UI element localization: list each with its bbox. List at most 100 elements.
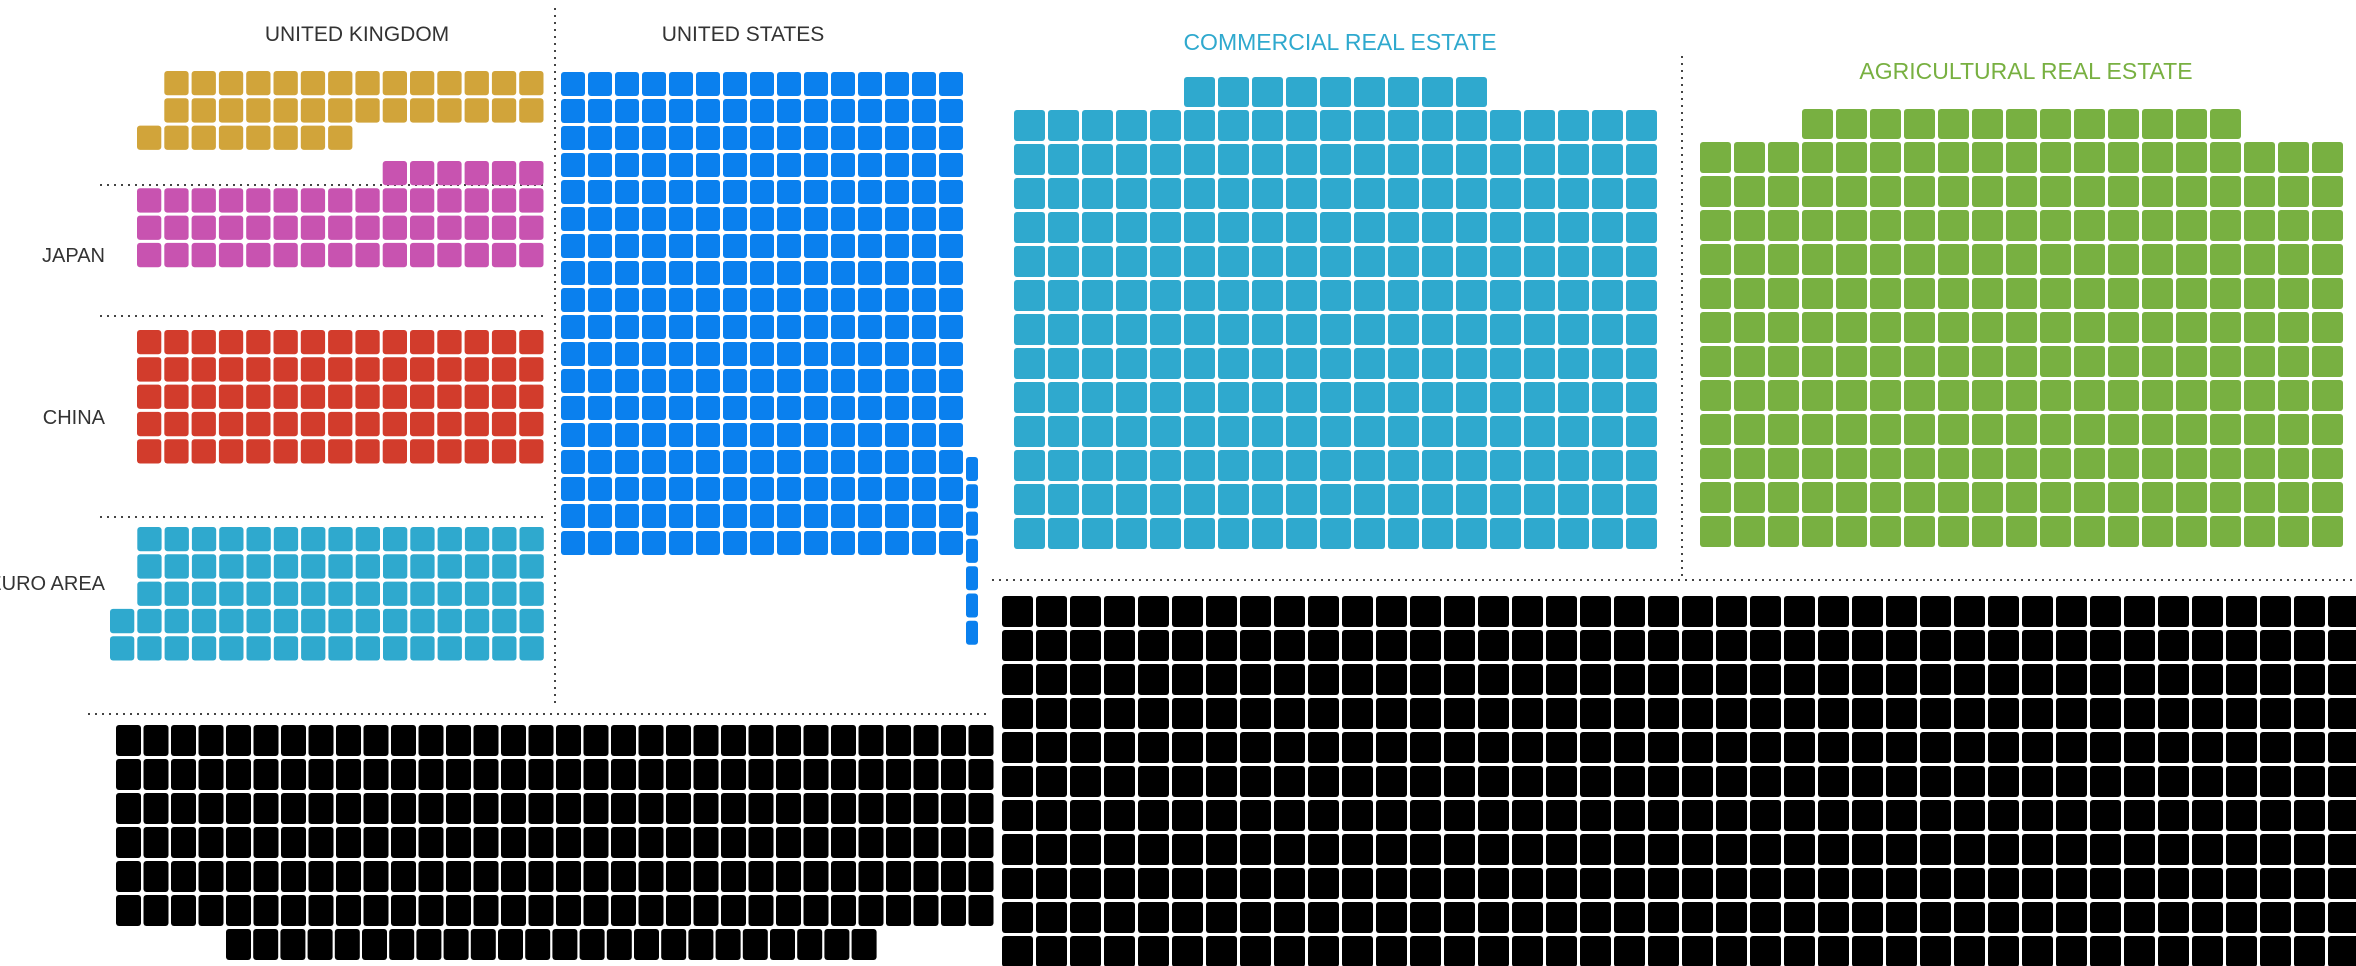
black-block-right-cell <box>1070 630 1101 661</box>
united-states-cell <box>696 288 720 312</box>
agricultural-real-estate-cell <box>1938 380 1969 411</box>
black-block-right-cell <box>1478 800 1509 831</box>
japan-cell <box>382 161 407 186</box>
japan-cell <box>491 242 517 268</box>
agricultural-real-estate-cell <box>2142 482 2173 513</box>
euro-area-cell <box>492 636 517 661</box>
united-states-cell <box>885 369 909 393</box>
agricultural-real-estate-cell <box>1972 482 2003 513</box>
commercial-real-estate-cell <box>1388 77 1419 107</box>
united-states-cell <box>723 423 747 447</box>
black-block-right-cell <box>2056 834 2087 865</box>
black-block-right-cell <box>2226 596 2257 627</box>
commercial-real-estate-cell <box>1218 144 1249 175</box>
black-block-left-cell <box>583 895 609 926</box>
euro-area-cell <box>519 554 544 579</box>
commercial-real-estate-cell <box>1320 314 1351 345</box>
commercial-real-estate-cell <box>1116 314 1147 345</box>
black-block-right-cell <box>1648 596 1679 627</box>
united-states-cell <box>831 99 855 123</box>
commercial-real-estate-cell <box>1252 382 1283 413</box>
united-states-cell <box>696 126 720 150</box>
commercial-real-estate-cell <box>1558 178 1589 209</box>
commercial-real-estate-cell <box>1524 382 1555 413</box>
united-kingdom-cell <box>355 98 380 123</box>
united-states-cell <box>750 531 774 555</box>
agricultural-real-estate-cell <box>1768 312 1799 343</box>
commercial-real-estate-cell <box>1592 450 1623 481</box>
agricultural-real-estate-cell <box>1700 414 1731 445</box>
black-block-right-cell <box>1104 630 1135 661</box>
black-block-right-cell <box>1988 732 2019 763</box>
commercial-real-estate-cell <box>1252 416 1283 447</box>
black-block-right-cell <box>1784 868 1815 899</box>
black-block-right-cell <box>1036 834 1067 865</box>
black-block-right-cell <box>2294 902 2325 933</box>
black-block-left-cell <box>501 793 526 824</box>
united-states-cell <box>912 477 936 501</box>
black-block-right-cell <box>1512 596 1543 627</box>
united-states-cell <box>642 180 666 204</box>
black-block-right-cell <box>1614 902 1645 933</box>
black-block-left-cell <box>968 725 994 756</box>
china-cell <box>437 439 462 464</box>
black-block-right-cell <box>1852 698 1883 729</box>
black-block-right-cell <box>1002 868 1033 899</box>
commercial-real-estate-cell <box>1490 246 1521 277</box>
black-block-right-cell <box>1206 936 1237 966</box>
united-states-cell <box>588 369 612 393</box>
united-states-cell <box>750 477 774 501</box>
black-block-left-cell <box>721 827 746 858</box>
japan-cell <box>355 188 380 213</box>
commercial-real-estate-cell <box>1218 110 1249 141</box>
black-block-right-cell <box>1410 902 1441 933</box>
black-block-left-cell <box>171 895 196 926</box>
united-states-cell <box>750 315 774 339</box>
black-block-right-cell <box>2158 868 2189 899</box>
commercial-real-estate-cell <box>1286 144 1317 175</box>
commercial-real-estate-cell <box>1456 450 1487 481</box>
black-block-left-cell <box>198 759 224 790</box>
black-block-right-cell <box>1750 732 1781 763</box>
agricultural-real-estate-cell <box>2210 346 2241 377</box>
united-states-cell <box>831 369 855 393</box>
black-block-right-cell <box>1240 596 1271 627</box>
united-states-cell <box>966 566 978 591</box>
united-states-cell <box>750 234 774 258</box>
black-block-left-cell <box>776 827 801 858</box>
china-cell <box>519 330 544 355</box>
agricultural-real-estate-cell <box>1768 176 1799 207</box>
commercial-real-estate-cell <box>1592 246 1623 277</box>
united-states-cell <box>615 450 639 474</box>
japan-cell <box>137 188 162 213</box>
euro-area-cell <box>301 608 326 634</box>
black-block-right-cell <box>1886 902 1917 933</box>
agricultural-real-estate-cell <box>1802 312 1833 343</box>
black-block-right-cell <box>2124 664 2155 695</box>
united-states-cell <box>561 261 585 285</box>
euro-area-cell <box>355 636 380 661</box>
united-states-cell <box>723 531 747 555</box>
united-states-cell <box>696 504 720 528</box>
united-states-cell <box>939 423 963 447</box>
agricultural-real-estate-cell <box>2176 482 2207 513</box>
commercial-real-estate-cell <box>1286 518 1317 549</box>
black-block-right-cell <box>2328 868 2356 899</box>
united-states-cell <box>939 315 963 339</box>
black-block-right-cell <box>1104 800 1135 831</box>
black-block-right-cell <box>1138 698 1169 729</box>
agricultural-real-estate-cell <box>2074 380 2105 411</box>
agricultural-real-estate-cell <box>2108 278 2139 309</box>
united-states-cell <box>912 315 936 339</box>
black-block-right-cell <box>1410 868 1441 899</box>
agricultural-real-estate-cell <box>2278 312 2309 343</box>
china-cell <box>464 411 489 437</box>
black-block-right-cell <box>1546 698 1577 729</box>
commercial-real-estate-cell <box>1218 280 1249 311</box>
black-block-left-cell <box>824 929 850 960</box>
united-states-cell <box>804 288 828 312</box>
commercial-real-estate-cell <box>1184 280 1215 311</box>
agricultural-real-estate-cell <box>1870 346 1901 377</box>
united-states-cell <box>588 315 612 339</box>
black-block-left-cell <box>363 861 389 892</box>
